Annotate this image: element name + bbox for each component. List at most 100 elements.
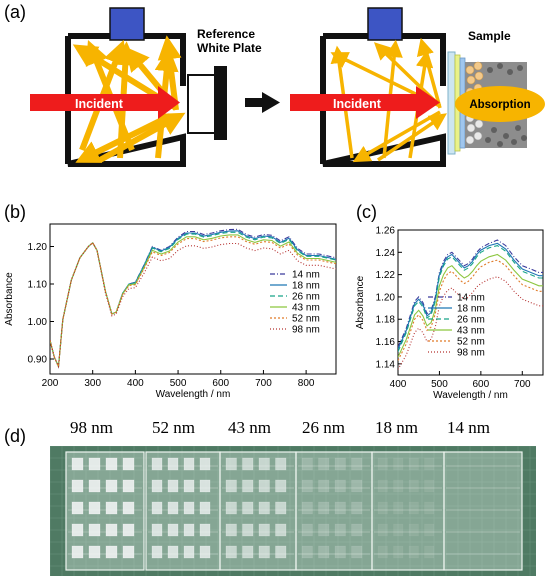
coated-patch [71, 523, 84, 537]
x-tick-label: 700 [514, 379, 531, 390]
coated-patch [393, 523, 404, 537]
coated-patch [484, 502, 495, 514]
series-line-98-nm [398, 276, 543, 370]
series-line-18-nm [398, 242, 543, 350]
coated-patch [351, 523, 363, 537]
coated-patch [377, 457, 388, 471]
series-line-43-nm [398, 253, 543, 358]
x-tick-label: 500 [170, 378, 187, 389]
coated-patch [199, 457, 211, 471]
y-axis-label: Absorbance [4, 272, 15, 326]
coated-patch [334, 523, 346, 537]
coated-patch [225, 479, 237, 493]
coated-patch [167, 479, 179, 493]
coated-patch [334, 501, 346, 515]
coated-patch [275, 457, 287, 471]
film-label-52-nm: 52 nm [152, 418, 195, 437]
absorption-label: Absorption [469, 99, 530, 111]
coated-patch [318, 545, 330, 559]
x-tick-label: 200 [42, 378, 59, 389]
left-incident-arrow [30, 86, 180, 119]
coated-patch [105, 545, 118, 559]
coated-patch [183, 523, 195, 537]
coated-patch [424, 545, 435, 559]
coated-patch [377, 523, 388, 537]
transition-arrow [245, 92, 280, 113]
left-incident-label: Incident [75, 97, 124, 111]
coated-patch [501, 480, 512, 492]
legend-label: 18 nm [457, 304, 485, 315]
plot-frame [49, 223, 337, 375]
coated-patch [183, 545, 195, 559]
y-tick-label: 1.16 [376, 337, 396, 348]
coated-patch [105, 479, 118, 493]
film-label-18-nm: 18 nm [375, 418, 418, 437]
series-line-52-nm [398, 259, 543, 361]
coated-patch [167, 501, 179, 515]
coated-patch [258, 479, 270, 493]
x-tick-label: 600 [212, 378, 229, 389]
y-axis-label: Absorbance [355, 275, 366, 329]
legend-label: 14 nm [292, 270, 320, 281]
coated-patch [105, 523, 118, 537]
coated-patch [258, 523, 270, 537]
coated-patch [467, 524, 478, 536]
coated-patch [88, 479, 101, 493]
coated-patch [183, 457, 195, 471]
legend-label: 98 nm [292, 325, 320, 336]
right-detector [367, 7, 403, 41]
coated-patch [408, 501, 419, 515]
coated-patch [393, 501, 404, 515]
film-photo [50, 446, 536, 576]
reference-white-plate [187, 66, 227, 140]
left-detector [109, 7, 145, 41]
coated-patch [484, 546, 495, 558]
coated-patch [450, 524, 461, 536]
legend-label: 26 nm [457, 315, 485, 326]
coated-patch [424, 479, 435, 493]
series-line-98-nm [50, 241, 336, 369]
coated-patch [71, 457, 84, 471]
coated-patch [122, 545, 135, 559]
coated-patch [467, 502, 478, 514]
coated-patch [151, 545, 163, 559]
panel-label-a: (a) [4, 2, 26, 22]
coated-patch [258, 545, 270, 559]
coated-patch [242, 457, 254, 471]
coated-patch [424, 457, 435, 471]
coated-patch [88, 457, 101, 471]
coated-patch [351, 545, 363, 559]
coated-patch [484, 458, 495, 470]
coated-patch [122, 501, 135, 515]
coated-patch [408, 457, 419, 471]
coated-patch [242, 479, 254, 493]
coated-patch [318, 457, 330, 471]
film-label-98-nm: 98 nm [70, 418, 113, 437]
coated-patch [199, 479, 211, 493]
series-line-26-nm [398, 245, 543, 352]
coated-patch [351, 457, 363, 471]
glass-plate-body [443, 451, 523, 571]
schematic: Incident Reference White Plate Incident [30, 7, 545, 167]
plot-frame [397, 229, 544, 376]
coated-patch [88, 523, 101, 537]
coated-patch [501, 502, 512, 514]
right-incident-label: Incident [333, 97, 382, 111]
y-tick-label: 1.14 [376, 359, 396, 370]
coated-patch [318, 479, 330, 493]
coated-patch [501, 524, 512, 536]
coated-patch [450, 502, 461, 514]
panel-label-b: (b) [4, 202, 26, 222]
glass-plate-body [295, 451, 373, 571]
x-axis-label: Wavelength / nm [433, 390, 508, 400]
coated-patch [71, 545, 84, 559]
coated-patch [167, 457, 179, 471]
coated-patch [301, 501, 313, 515]
coated-patch [467, 480, 478, 492]
legend-label: 43 nm [292, 303, 320, 314]
glass-plate-18-nm [371, 451, 445, 571]
x-tick-label: 800 [298, 378, 315, 389]
film-label-43-nm: 43 nm [228, 418, 271, 437]
x-tick-label: 400 [390, 379, 407, 390]
coated-patch [301, 457, 313, 471]
